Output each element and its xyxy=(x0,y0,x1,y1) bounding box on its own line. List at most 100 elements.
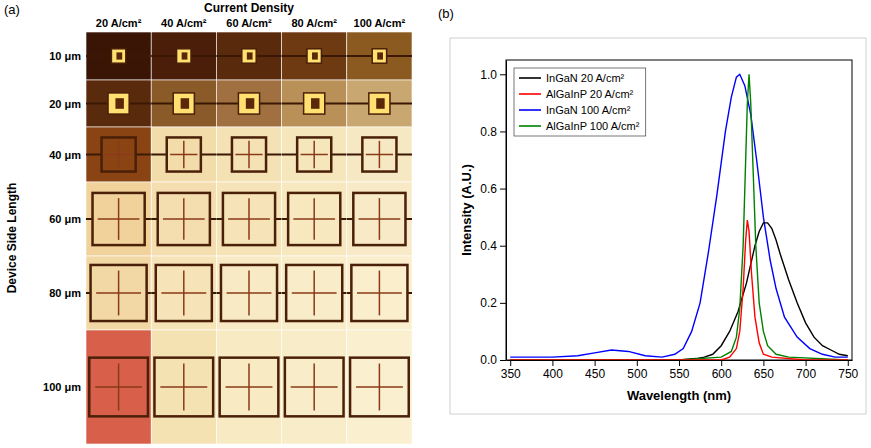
y-tick: 0.0 xyxy=(480,353,506,367)
y-tick-label: 1.0 xyxy=(480,68,497,82)
led-cell xyxy=(151,330,216,444)
x-tick-label: 750 xyxy=(838,367,858,381)
y-tick-mark xyxy=(500,74,506,75)
led-contact xyxy=(246,98,254,109)
legend-swatch xyxy=(519,93,541,95)
row-label: 80 μm xyxy=(49,287,81,299)
y-tick: 0.2 xyxy=(480,296,506,310)
column-label: 80 A/cm² xyxy=(291,17,337,29)
led-device xyxy=(93,193,145,245)
led-cross xyxy=(118,198,120,240)
led-cross xyxy=(313,198,315,240)
led-cross xyxy=(248,141,250,168)
x-tick-mark xyxy=(637,360,638,366)
led-device xyxy=(221,265,277,321)
y-tick: 1.0 xyxy=(480,68,506,82)
x-axis: 350400450500550600650700750 xyxy=(501,360,859,381)
led-cell xyxy=(347,256,412,330)
led-device xyxy=(350,358,409,417)
led-device xyxy=(108,93,129,114)
led-contact xyxy=(312,52,318,59)
series-line xyxy=(510,220,848,360)
led-cell xyxy=(282,182,347,256)
led-device xyxy=(242,49,256,63)
led-cross xyxy=(183,364,185,411)
led-cross xyxy=(248,364,250,411)
led-cross xyxy=(313,141,315,168)
led-cell xyxy=(282,80,347,127)
x-tick: 650 xyxy=(754,360,774,381)
x-tick-mark xyxy=(763,360,764,366)
legend-box xyxy=(514,68,646,136)
led-cross xyxy=(248,271,250,316)
x-tick-mark xyxy=(721,360,722,366)
led-cell xyxy=(282,127,347,182)
x-tick-mark xyxy=(552,360,553,366)
x-tick-label: 500 xyxy=(627,367,647,381)
x-tick: 350 xyxy=(501,360,521,381)
x-tick-label: 650 xyxy=(754,367,774,381)
legend-label: InGaN 100 A/cm² xyxy=(546,104,631,116)
led-device xyxy=(102,137,136,171)
led-contact xyxy=(115,98,123,109)
led-cell xyxy=(86,32,151,80)
y-tick-mark xyxy=(500,246,506,247)
led-contact xyxy=(376,98,384,109)
x-tick-label: 400 xyxy=(543,367,563,381)
y-axis: 0.00.20.40.60.81.0 xyxy=(480,61,506,368)
x-tick: 700 xyxy=(796,360,816,381)
x-tick-label: 550 xyxy=(669,367,689,381)
led-device xyxy=(232,137,266,171)
y-tick-mark xyxy=(500,131,506,132)
led-device xyxy=(307,49,321,63)
panel-label: (b) xyxy=(438,6,454,21)
led-cell xyxy=(347,127,412,182)
x-tick: 500 xyxy=(627,360,647,381)
led-cell xyxy=(151,80,216,127)
x-tick: 600 xyxy=(712,360,732,381)
led-device xyxy=(158,193,210,245)
led-cross xyxy=(379,141,381,168)
led-cross xyxy=(183,271,185,316)
y-tick-label: 0.6 xyxy=(480,182,497,196)
led-device xyxy=(223,193,275,245)
led-cross xyxy=(379,364,381,411)
led-cross xyxy=(313,364,315,411)
led-cell xyxy=(86,80,151,127)
led-cell xyxy=(347,32,412,80)
led-device xyxy=(304,93,325,114)
panel-frame xyxy=(450,38,866,414)
x-tick-label: 350 xyxy=(501,367,521,381)
column-label: 20 A/cm² xyxy=(96,17,142,29)
panel-b: (b)3504004505005506006507007500.00.20.40… xyxy=(438,6,866,414)
y-tick: 0.6 xyxy=(480,182,506,196)
x-tick-mark xyxy=(595,360,596,366)
y-tick-mark xyxy=(500,303,506,304)
x-axis-title: Wavelength (nm) xyxy=(627,388,731,403)
led-cell xyxy=(347,80,412,127)
led-device xyxy=(351,265,407,321)
y-tick-label: 0.2 xyxy=(480,296,497,310)
x-tick: 550 xyxy=(669,360,689,381)
x-tick-mark xyxy=(806,360,807,366)
row-label: 100 μm xyxy=(43,381,81,393)
led-cross xyxy=(248,198,250,240)
led-cross xyxy=(313,271,315,316)
row-label: 10 μm xyxy=(49,50,81,62)
led-device xyxy=(177,49,191,63)
column-label: 40 A/cm² xyxy=(161,17,207,29)
led-cell xyxy=(216,330,281,444)
led-cell xyxy=(282,330,347,444)
led-cell xyxy=(86,182,151,256)
x-tick-mark xyxy=(679,360,680,366)
led-cell xyxy=(151,182,216,256)
led-cross xyxy=(183,198,185,240)
y-tick: 0.4 xyxy=(480,239,506,253)
panel-title: Current Density xyxy=(204,1,294,15)
led-device xyxy=(297,137,331,171)
row-label: 20 μm xyxy=(49,98,81,110)
row-label: 40 μm xyxy=(49,149,81,161)
led-contact xyxy=(181,98,189,109)
led-contact xyxy=(311,98,319,109)
legend-swatch xyxy=(519,77,541,79)
